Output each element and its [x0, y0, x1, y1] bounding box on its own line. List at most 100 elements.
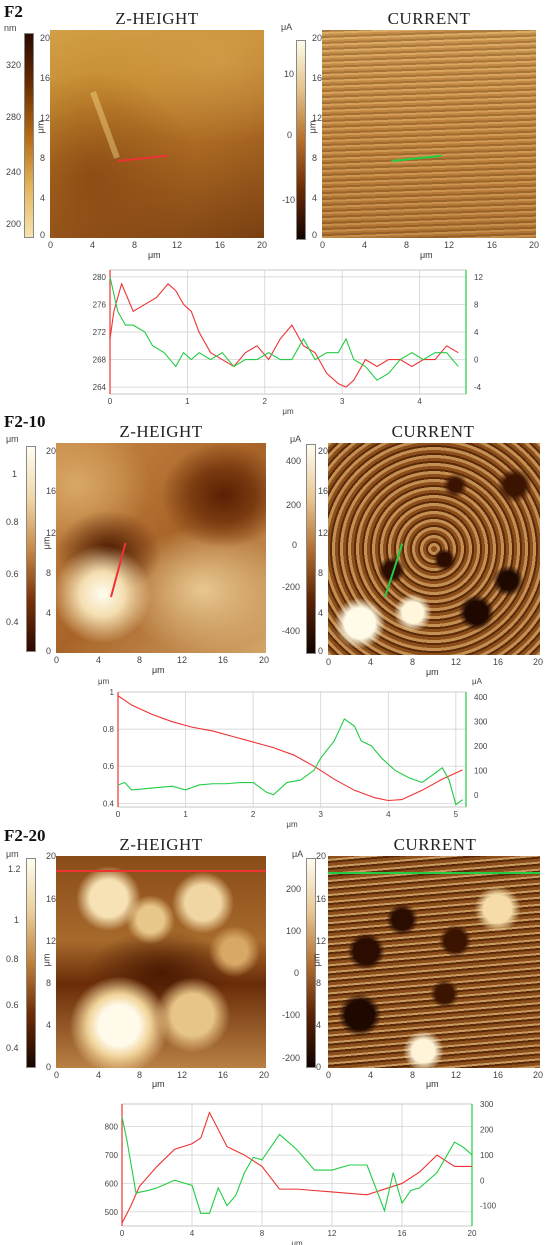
left-axis-unit: μm [98, 677, 110, 686]
z-height-colorbar [26, 858, 36, 1068]
left-tick-label: 276 [93, 300, 107, 309]
right-tick-label: 400 [474, 693, 488, 702]
current-profile-line [121, 1116, 473, 1214]
current-axis-y-unit: μm [311, 953, 322, 967]
current-axis-x-tick: 20 [533, 657, 544, 667]
current-axis-y-tick: 8 [312, 153, 318, 163]
current-profile-line [109, 276, 459, 381]
x-tick-label: 20 [468, 1229, 477, 1238]
current-axis-x-tick: 4 [368, 657, 374, 667]
z-axis-x-tick: 4 [96, 1070, 102, 1080]
current-axis-y-tick: 0 [318, 646, 324, 656]
current-axis-x-tick: 4 [362, 240, 368, 250]
x-tick-label: 4 [386, 810, 391, 819]
z-cbar-tick: 0.6 [6, 1000, 19, 1010]
right-tick-label: 100 [474, 766, 488, 775]
current-axis-x-tick: 0 [326, 657, 332, 667]
current-axis-x-tick: 16 [487, 240, 498, 250]
current-axis-x-tick: 12 [444, 240, 455, 250]
z-axis-x-tick: 16 [218, 1070, 229, 1080]
x-axis-unit: μm [286, 820, 298, 829]
x-tick-label: 4 [190, 1229, 195, 1238]
z-axis-y-unit: μm [41, 536, 52, 550]
z-axis-x-tick: 12 [177, 655, 188, 665]
left-tick-label: 1 [110, 688, 115, 697]
current-colorbar-unit: μA [281, 22, 293, 32]
z-axis-y-tick: 0 [40, 230, 46, 240]
current-colorbar [306, 858, 316, 1068]
x-tick-label: 3 [340, 397, 345, 406]
z-height-colorbar [24, 33, 34, 238]
z-cbar-tick: 280 [6, 112, 22, 122]
right-tick-label: 4 [474, 328, 479, 337]
z-cbar-tick: 320 [6, 60, 22, 70]
current-axis-x-tick: 20 [529, 240, 540, 250]
z-axis-y-tick: 8 [46, 568, 52, 578]
z-axis-x-tick: 16 [215, 240, 226, 250]
x-tick-label: 1 [185, 397, 190, 406]
z-axis-x-tick: 4 [96, 655, 102, 665]
z-axis-y-tick: 16 [40, 73, 51, 83]
current-colorbar [306, 444, 316, 654]
x-tick-label: 3 [318, 810, 323, 819]
z-axis-x-tick: 8 [132, 240, 138, 250]
x-tick-label: 5 [454, 810, 459, 819]
current-axis-x-unit: μm [426, 667, 439, 677]
left-tick-label: 800 [105, 1123, 119, 1132]
z-axis-y-tick: 4 [46, 608, 52, 618]
current-axis-y-tick: 12 [312, 113, 323, 123]
z-axis-y-tick: 0 [46, 646, 52, 656]
left-tick-label: 280 [93, 273, 107, 282]
right-tick-label: 8 [474, 300, 479, 309]
current-profile-line [328, 872, 540, 874]
z-axis-y-unit: μm [41, 953, 52, 967]
current-image-f2-20 [328, 856, 540, 1068]
current-axis-y-tick: 16 [316, 894, 327, 904]
current-axis-y-tick: 4 [318, 608, 324, 618]
current-cbar-tick: 200 [286, 884, 302, 894]
z-cbar-tick: 0.4 [6, 617, 19, 627]
current-cbar-tick: 0 [292, 540, 298, 550]
z-axis-y-tick: 16 [46, 486, 57, 496]
right-tick-label: 0 [474, 356, 479, 365]
right-tick-label: -4 [474, 383, 482, 392]
left-tick-label: 500 [105, 1208, 119, 1217]
right-tick-label: 12 [474, 273, 483, 282]
current-cbar-tick: 0 [294, 968, 300, 978]
z-profile-line [56, 870, 266, 872]
current-cbar-tick: 200 [286, 500, 302, 510]
z-axis-x-tick: 12 [172, 240, 183, 250]
current-axis-y-unit: μm [307, 120, 318, 134]
z-axis-y-tick: 16 [46, 894, 57, 904]
current-axis-x-tick: 0 [326, 1070, 332, 1080]
current-cbar-tick: 0 [287, 130, 293, 140]
height-profile-line [121, 1111, 472, 1224]
z-cbar-tick: 0.8 [6, 517, 19, 527]
current-axis-y-tick: 20 [318, 446, 329, 456]
z-height-colorbar [26, 446, 36, 652]
z-axis-x-tick: 0 [48, 240, 54, 250]
height-profile-line [109, 282, 459, 388]
z-cbar-tick: 1 [12, 469, 18, 479]
z-height-title: Z-HEIGHT [115, 9, 199, 28]
x-axis-unit: μm [291, 1239, 303, 1245]
current-axis-y-tick: 8 [316, 978, 322, 988]
current-cbar-tick: -200 [282, 582, 301, 592]
current-title: CURRENT [393, 835, 477, 854]
x-tick-label: 0 [116, 810, 121, 819]
current-axis-y-tick: 12 [318, 528, 329, 538]
current-axis-x-tick: 4 [368, 1070, 374, 1080]
current-axis-x-tick: 12 [451, 1070, 462, 1080]
current-colorbar-unit: μA [290, 434, 302, 444]
right-tick-label: -100 [480, 1202, 497, 1211]
current-axis-x-tick: 0 [320, 240, 326, 250]
z-axis-x-unit: μm [148, 250, 161, 260]
left-tick-label: 0.6 [103, 762, 115, 771]
current-cbar-tick: -400 [282, 626, 301, 636]
current-axis-y-tick: 16 [312, 73, 323, 83]
current-axis-y-tick: 4 [312, 193, 318, 203]
left-tick-label: 0.8 [103, 725, 115, 734]
z-axis-x-tick: 8 [137, 1070, 143, 1080]
x-tick-label: 0 [108, 397, 113, 406]
